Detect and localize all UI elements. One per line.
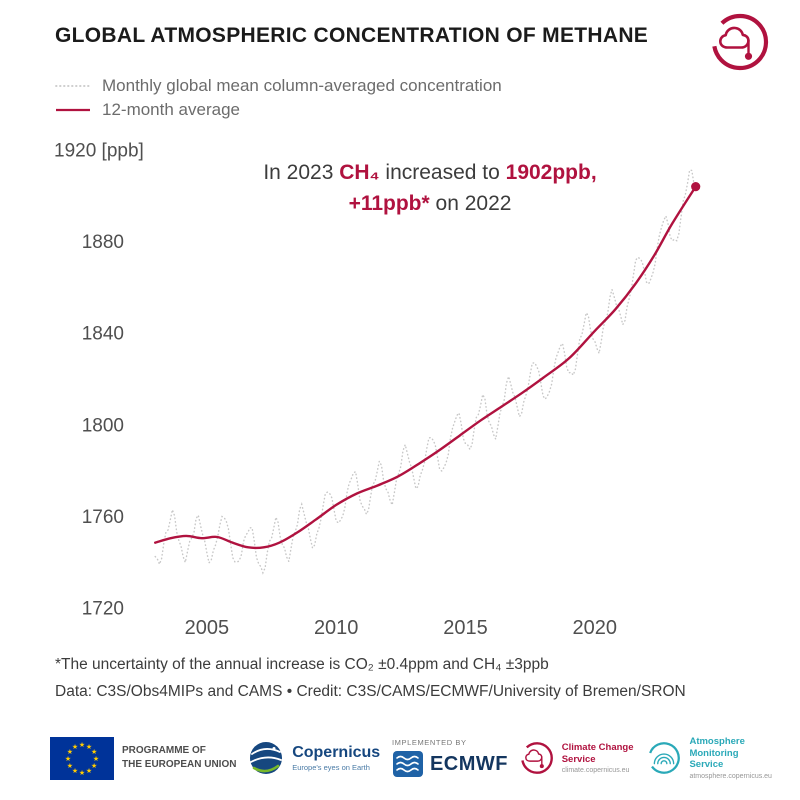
x-tick-label: 2020 <box>573 617 618 639</box>
copernicus-block: Copernicus Europe's eyes on Earth <box>248 740 380 776</box>
cams-service-logo-icon <box>647 741 681 775</box>
y-tick-label: 1800 <box>82 415 124 436</box>
average-series-line <box>154 185 697 550</box>
y-axis-top-label: 1920 [ppb] <box>54 141 144 162</box>
annotation-text-segment: on 2022 <box>429 191 512 215</box>
footnotes: *The uncertainty of the annual increase … <box>55 652 686 705</box>
legend-item-average: 12-month average <box>54 100 502 120</box>
copernicus-globe-icon <box>250 742 283 774</box>
svg-text:★: ★ <box>67 748 73 756</box>
copernicus-name: Copernicus <box>292 743 381 761</box>
svg-text:★: ★ <box>79 769 85 777</box>
svg-text:★: ★ <box>67 762 73 770</box>
svg-text:★: ★ <box>86 742 92 750</box>
chart-area: 1720 1760 1800 1840 1880 1920 [ppb] 2005 2010 20… <box>40 130 760 650</box>
annotation-text-segment: +11ppb* <box>348 191 430 215</box>
eu-label-line2: THE EUROPEAN UNION <box>122 759 237 770</box>
footer-logo-bar: ★ ★ ★ ★ ★ ★ ★ ★ ★ ★ ★ ★ PROGRAMME OF THE EUROPEA… <box>50 726 772 790</box>
c3s-service-block: Climate Change Service climate.copernicu… <box>520 741 636 775</box>
ecmwf-name: ECMWF <box>429 752 508 775</box>
ecmwf-logo-icon <box>392 751 423 777</box>
svg-text:★: ★ <box>86 767 92 775</box>
footnote-credit: Data: C3S/Obs4MIPs and CAMS • Credit: C3… <box>55 682 686 700</box>
x-tick-label: 2010 <box>314 617 359 639</box>
eu-programme-label: PROGRAMME OF THE EUROPEAN UNION <box>122 744 236 772</box>
implemented-by-label: IMPLEMENTED BY <box>391 738 467 747</box>
c3s-service-name: Climate Change Service <box>561 741 634 765</box>
svg-text:★: ★ <box>72 742 78 750</box>
annotation-line: In 2023 CH₄ increased to 1902ppb, <box>150 158 710 189</box>
copernicus-tagline: Europe's eyes on Earth <box>292 763 370 773</box>
annotation-text-segment: In 2023 <box>263 161 340 184</box>
legend-item-monthly: Monthly global mean column-averaged conc… <box>54 76 502 96</box>
chart-annotation: In 2023 CH₄ increased to 1902ppb, +11ppb*… <box>150 158 710 220</box>
cams-service-text: Atmosphere Monitoring Service atmosphere… <box>689 736 772 781</box>
y-tick-label: 1760 <box>82 507 124 528</box>
annotation-text-segment: CH₄ <box>339 161 380 184</box>
cams-service-block: Atmosphere Monitoring Service atmosphere… <box>647 736 772 781</box>
annotation-text-segment: 1902ppb, <box>505 161 597 184</box>
cams-service-name: Atmosphere Monitoring Service <box>689 735 745 771</box>
legend: Monthly global mean column-averaged conc… <box>54 76 502 124</box>
page-title: GLOBAL ATMOSPHERIC CONCENTRATION OF METH… <box>55 24 649 47</box>
ecmwf-block: IMPLEMENTED BY ECMWF <box>392 738 508 778</box>
svg-text:★: ★ <box>93 755 99 763</box>
c3s-service-logo-icon <box>520 741 554 775</box>
eu-label-line1: PROGRAMME OF <box>122 745 206 756</box>
x-tick-label: 2005 <box>185 617 230 639</box>
eu-programme-block: ★ ★ ★ ★ ★ ★ ★ ★ ★ ★ ★ ★ PROGRAMME OF THE EUROPEA… <box>50 736 236 780</box>
monthly-series-line <box>154 169 697 575</box>
legend-average-label: 12-month average <box>102 100 240 119</box>
c3s-service-text: Climate Change Service climate.copernicu… <box>562 742 636 775</box>
svg-text:★: ★ <box>91 762 97 770</box>
svg-text:★: ★ <box>72 767 78 775</box>
y-tick-label: 1840 <box>82 324 124 345</box>
svg-text:★: ★ <box>65 755 71 763</box>
eu-flag-icon: ★ ★★ ★★★ ★★★ ★★★ <box>50 736 114 780</box>
end-point-marker <box>691 182 701 192</box>
c3s-service-url: climate.copernicus.eu <box>561 767 630 775</box>
y-tick-label: 1720 <box>82 599 124 620</box>
annotation-text-segment: increased to <box>379 161 506 184</box>
methane-line-chart: 1720 1760 1800 1840 1880 1920 [ppb] 2005 2010 20… <box>54 141 701 639</box>
x-tick-label: 2015 <box>443 617 488 639</box>
svg-text:★: ★ <box>91 748 97 756</box>
copernicus-wordmark: Copernicus Europe's eyes on Earth <box>292 744 380 773</box>
dotted-line-swatch-icon <box>55 85 91 87</box>
footnote-uncertainty: *The uncertainty of the annual increase … <box>55 656 549 673</box>
svg-text:★: ★ <box>79 741 85 749</box>
legend-monthly-label: Monthly global mean column-averaged conc… <box>102 76 502 95</box>
c3s-cloud-thermometer-logo <box>710 12 770 72</box>
solid-line-swatch-icon <box>56 108 90 112</box>
y-tick-label: 1880 <box>82 232 124 253</box>
cams-service-url: atmosphere.copernicus.eu <box>689 773 772 781</box>
annotation-line: +11ppb* on 2022 <box>150 189 710 220</box>
